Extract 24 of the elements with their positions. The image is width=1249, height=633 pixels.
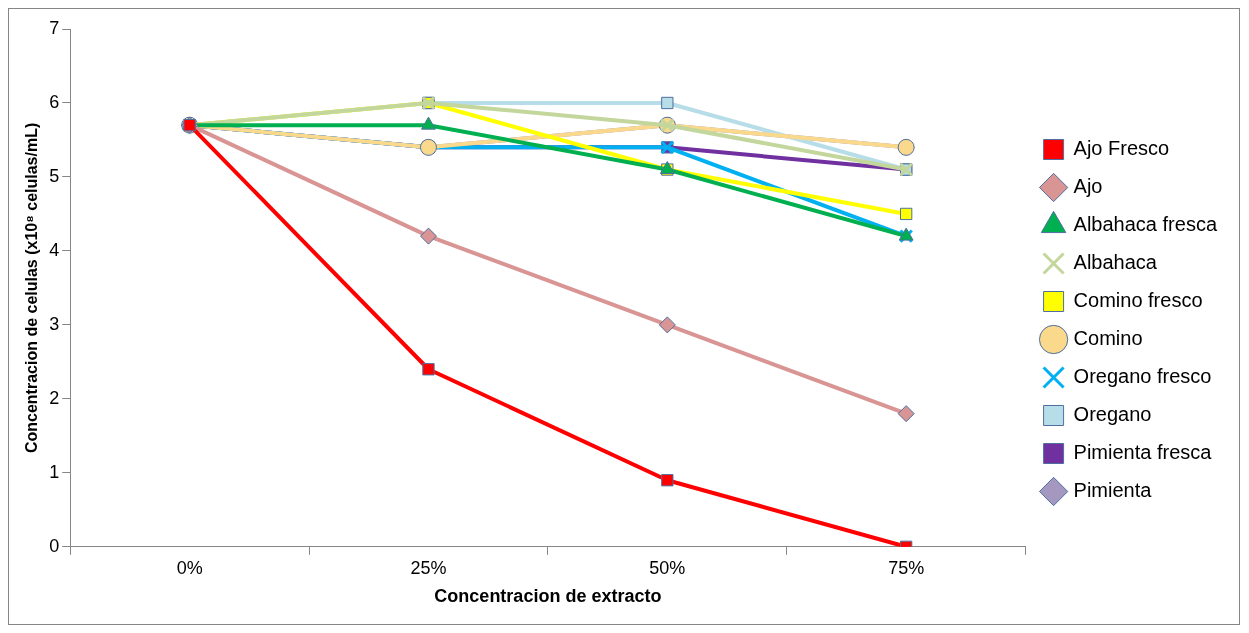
- legend-label: Ajo Fresco: [1073, 137, 1170, 160]
- y-tick-label: 6: [49, 91, 60, 112]
- legend-label: Albahaca fresca: [1073, 213, 1218, 236]
- y-tick-label: 0: [49, 535, 60, 556]
- legend-label: Oregano: [1073, 403, 1152, 426]
- y-tick-label: 1: [49, 461, 60, 482]
- x-axis-title: Concentracion de extracto: [434, 586, 662, 607]
- legend-label: Comino: [1073, 327, 1143, 350]
- legend-label: Pimienta fresca: [1073, 441, 1213, 464]
- y-tick-label: 5: [49, 165, 60, 186]
- y-tick-label: 4: [49, 239, 60, 260]
- legend-label: Pimienta: [1073, 479, 1153, 502]
- y-tick-label: 3: [49, 313, 60, 334]
- legend-label: Ajo: [1073, 175, 1103, 198]
- y-tick-label: 2: [49, 387, 60, 408]
- y-axis-title: Concentracion de celulas (x10⁸ celulas/mL): [23, 122, 41, 454]
- x-tick-label: 25%: [410, 557, 447, 578]
- legend-label: Albahaca: [1073, 251, 1158, 274]
- x-tick-label: 75%: [888, 557, 925, 578]
- x-tick-label: 50%: [649, 557, 686, 578]
- legend-label: Comino fresco: [1073, 289, 1203, 312]
- x-tick-label: 0%: [176, 557, 203, 578]
- y-tick-label: 7: [49, 17, 60, 38]
- legend-label: Oregano fresco: [1073, 365, 1212, 388]
